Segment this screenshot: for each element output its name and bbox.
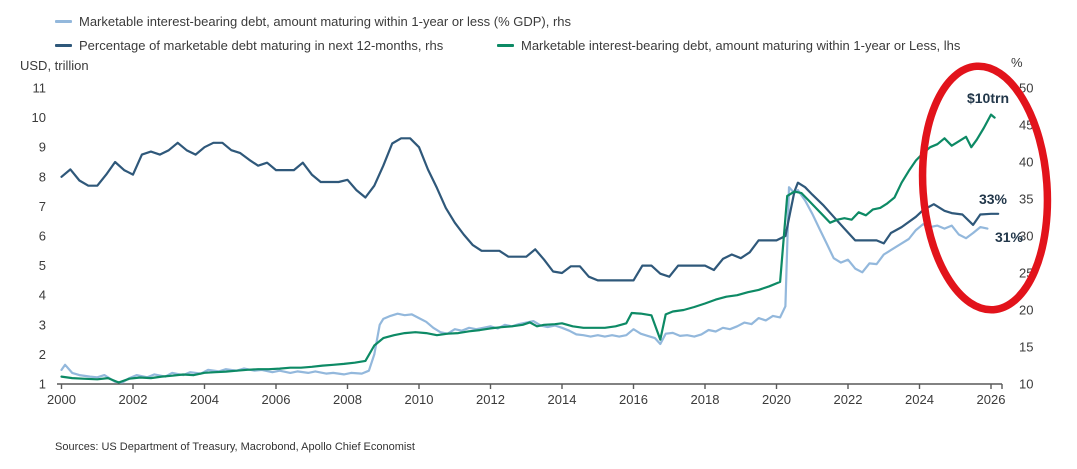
x-tick-label: 2002 (119, 392, 148, 407)
legend-label: Marketable interest-bearing debt, amount… (79, 14, 572, 29)
legend-swatch-dark-blue-icon (55, 44, 72, 47)
annotation-31pct: 31% (994, 229, 1024, 245)
legend-item-pct-gdp: Marketable interest-bearing debt, amount… (55, 14, 571, 29)
x-tick-label: 2016 (619, 392, 648, 407)
highlight-ellipse (918, 62, 1052, 314)
x-tick-label: 2024 (905, 392, 934, 407)
left-tick-label: 4 (39, 288, 46, 303)
annotation-33pct: 33% (978, 191, 1008, 207)
x-tick-label: 2012 (476, 392, 505, 407)
x-tick-label: 2008 (333, 392, 362, 407)
x-tick-label: 2018 (691, 392, 720, 407)
legend-swatch-green-icon (497, 44, 514, 47)
right-tick-label: 20 (1019, 303, 1033, 318)
left-tick-label: 2 (39, 347, 46, 362)
left-axis-title: USD, trillion (20, 58, 89, 73)
legend-label: Marketable interest-bearing debt, amount… (521, 38, 961, 53)
legend-label: Percentage of marketable debt maturing i… (79, 38, 444, 53)
x-tick-label: 2010 (405, 392, 434, 407)
left-tick-label: 9 (39, 140, 46, 155)
right-tick-label: 10 (1019, 377, 1033, 392)
legend-item-amount-lhs: Marketable interest-bearing debt, amount… (497, 38, 960, 53)
x-tick-label: 2026 (977, 392, 1006, 407)
right-tick-label: 35 (1019, 192, 1033, 207)
x-tick-label: 2000 (47, 392, 76, 407)
left-tick-label: 11 (33, 81, 47, 96)
x-tick-label: 2022 (834, 392, 863, 407)
right-tick-label: 30 (1019, 229, 1033, 244)
left-tick-label: 1 (39, 377, 46, 392)
source-note: Sources: US Department of Treasury, Macr… (55, 441, 415, 453)
series-line-0 (60, 186, 989, 384)
series-line-2 (60, 113, 996, 384)
series-line-1 (60, 137, 1000, 282)
x-tick-label: 2020 (762, 392, 791, 407)
left-tick-label: 7 (39, 199, 46, 214)
x-tick-label: 2014 (548, 392, 577, 407)
annotation-10trn: $10trn (966, 90, 1010, 106)
x-tick-label: 2006 (262, 392, 291, 407)
legend-swatch-light-blue-icon (55, 20, 72, 23)
left-tick-label: 6 (39, 229, 46, 244)
right-tick-label: 40 (1019, 155, 1033, 170)
x-tick-label: 2004 (190, 392, 219, 407)
left-tick-label: 5 (39, 258, 46, 273)
left-tick-label: 8 (39, 169, 46, 184)
legend-item-pct-maturing: Percentage of marketable debt maturing i… (55, 38, 443, 53)
right-tick-label: 15 (1019, 340, 1033, 355)
left-tick-label: 3 (39, 317, 46, 332)
right-axis-title: % (1011, 55, 1023, 70)
left-tick-label: 10 (32, 110, 46, 125)
